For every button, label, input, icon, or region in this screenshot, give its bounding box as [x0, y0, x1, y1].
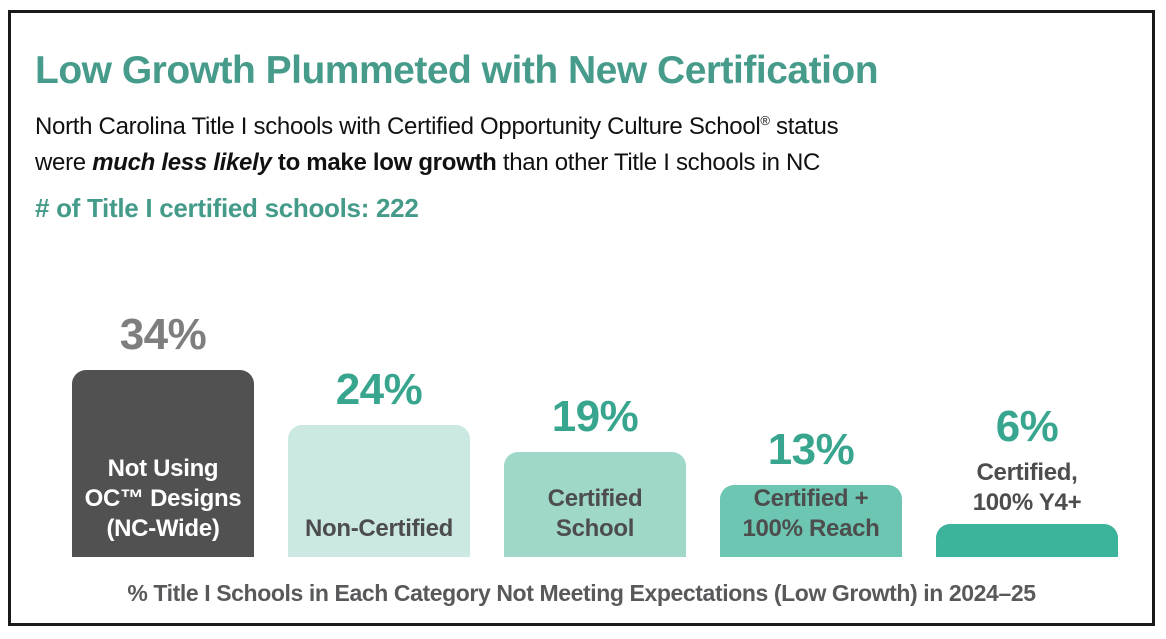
- bar-group: 24% Non-Certified: [288, 365, 470, 557]
- bar-group: 19% Certified School: [504, 392, 686, 557]
- bar: Certified School: [504, 452, 686, 557]
- x-axis-caption: % Title I Schools in Each Category Not M…: [127, 580, 1036, 606]
- bar-value-label: 6%: [995, 402, 1059, 451]
- subtitle-text: to make low growth: [271, 149, 497, 176]
- bar: Non-Certified: [288, 425, 470, 557]
- bar-category-label: Certified +100% Reach: [742, 485, 880, 542]
- bar-value-label: 19%: [551, 392, 639, 441]
- bar: Not Using OC™ Designs (NC-Wide): [72, 370, 254, 557]
- subtitle-text: much less likely: [92, 149, 272, 176]
- subtitle-text: than other Title I schools in NC: [496, 149, 821, 176]
- subtitle-text: North Carolina Title I schools with Cert…: [35, 113, 761, 140]
- bar: [936, 524, 1118, 557]
- bar-category-label: Non-Certified: [304, 515, 454, 542]
- bar-category-label: Not Using OC™ Designs (NC-Wide): [84, 455, 242, 542]
- bar-value-label: 13%: [767, 425, 855, 474]
- subtitle-text: were: [35, 149, 93, 176]
- bar-group: 6% Certified, 100% Y4+: [936, 402, 1118, 557]
- bar-chart: 34% Not Using OC™ Designs (NC-Wide) 24% Non-C…: [11, 13, 1152, 623]
- bar: Certified +100% Reach: [720, 485, 902, 557]
- bar-value-label: 24%: [335, 365, 423, 414]
- chart-subtitle: North Carolina Title I schools with Cert…: [35, 103, 995, 181]
- bar-group: 34% Not Using OC™ Designs (NC-Wide): [72, 310, 254, 557]
- subtitle-text: ®: [760, 113, 770, 128]
- subtitle-text: status: [769, 113, 839, 140]
- infographic-card: Low Growth Plummeted with New Certificat…: [8, 10, 1155, 626]
- bar-category-label: Certified School: [547, 485, 643, 542]
- chart-title: Low Growth Plummeted with New Certificat…: [35, 49, 879, 92]
- bar-value-label: 34%: [119, 310, 207, 359]
- certified-schools-count: # of Title I certified schools: 222: [35, 193, 419, 223]
- bar-group: 13% Certified +100% Reach: [720, 425, 902, 557]
- bar-category-label: Certified, 100% Y4+: [972, 459, 1082, 516]
